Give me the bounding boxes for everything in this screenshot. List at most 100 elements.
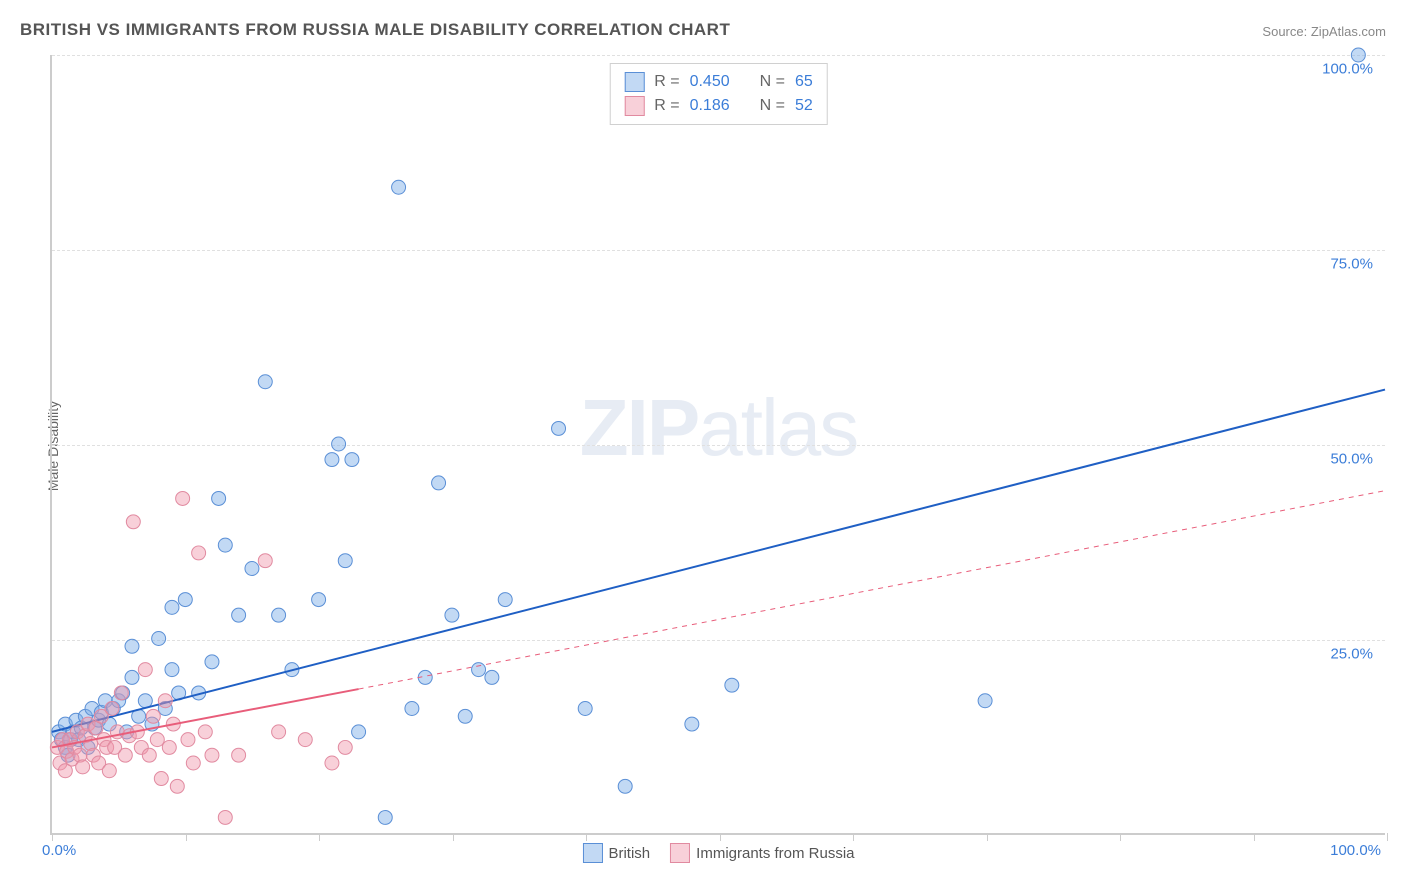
- data-point: [142, 748, 156, 762]
- data-point: [258, 554, 272, 568]
- x-tick: [1387, 833, 1388, 841]
- data-point: [618, 779, 632, 793]
- x-tick: [319, 833, 320, 841]
- data-point: [232, 608, 246, 622]
- stats-row-russia: R = 0.186 N = 52: [624, 94, 813, 118]
- data-point: [205, 748, 219, 762]
- bottom-legend: British Immigrants from Russia: [582, 843, 854, 863]
- legend-item-british: British: [582, 843, 650, 863]
- data-point: [186, 756, 200, 770]
- data-point: [165, 600, 179, 614]
- x-tick-label: 0.0%: [42, 842, 76, 859]
- data-point: [150, 733, 164, 747]
- stats-n-label: N =: [760, 70, 785, 94]
- data-point: [685, 717, 699, 731]
- x-tick: [586, 833, 587, 841]
- x-tick: [186, 833, 187, 841]
- data-point: [118, 748, 132, 762]
- data-point: [458, 709, 472, 723]
- stats-r-value-british: 0.450: [690, 70, 730, 94]
- data-point: [345, 453, 359, 467]
- data-point: [485, 670, 499, 684]
- data-point: [170, 779, 184, 793]
- stats-n-label: N =: [760, 94, 785, 118]
- data-point: [114, 686, 128, 700]
- data-point: [332, 437, 346, 451]
- data-point: [125, 670, 139, 684]
- swatch-british: [582, 843, 602, 863]
- data-point: [338, 554, 352, 568]
- data-point: [218, 810, 232, 824]
- data-point: [245, 561, 259, 575]
- data-point: [178, 593, 192, 607]
- data-point: [445, 608, 459, 622]
- swatch-russia: [670, 843, 690, 863]
- scatter-svg: [52, 55, 1385, 833]
- source-credit: Source: ZipAtlas.com: [1262, 24, 1386, 39]
- data-point: [146, 709, 160, 723]
- data-point: [298, 733, 312, 747]
- stats-n-value-british: 65: [795, 70, 813, 94]
- data-point: [181, 733, 195, 747]
- data-point: [472, 663, 486, 677]
- legend-label-british: British: [608, 845, 650, 862]
- data-point: [102, 764, 116, 778]
- source-label: Source:: [1262, 24, 1307, 39]
- data-point: [978, 694, 992, 708]
- x-tick: [987, 833, 988, 841]
- x-tick: [1254, 833, 1255, 841]
- data-point: [212, 491, 226, 505]
- data-point: [578, 702, 592, 716]
- data-point: [152, 632, 166, 646]
- data-point: [552, 421, 566, 435]
- data-point: [1351, 48, 1365, 62]
- swatch-russia: [624, 96, 644, 116]
- data-point: [498, 593, 512, 607]
- stats-r-label: R =: [654, 70, 679, 94]
- data-point: [392, 180, 406, 194]
- data-point: [352, 725, 366, 739]
- data-point: [272, 608, 286, 622]
- swatch-british: [624, 72, 644, 92]
- data-point: [432, 476, 446, 490]
- data-point: [176, 491, 190, 505]
- trend-line: [52, 390, 1385, 732]
- data-point: [76, 760, 90, 774]
- data-point: [205, 655, 219, 669]
- stats-legend: R = 0.450 N = 65 R = 0.186 N = 52: [609, 63, 828, 125]
- stats-n-value-russia: 52: [795, 94, 813, 118]
- x-tick: [853, 833, 854, 841]
- data-point: [125, 639, 139, 653]
- data-point: [378, 810, 392, 824]
- data-point: [218, 538, 232, 552]
- data-point: [338, 740, 352, 754]
- data-point: [258, 375, 272, 389]
- x-tick: [720, 833, 721, 841]
- x-tick-label: 100.0%: [1330, 842, 1381, 859]
- stats-r-value-russia: 0.186: [690, 94, 730, 118]
- data-point: [232, 748, 246, 762]
- chart-title: BRITISH VS IMMIGRANTS FROM RUSSIA MALE D…: [20, 20, 730, 40]
- data-point: [725, 678, 739, 692]
- data-point: [192, 546, 206, 560]
- data-point: [405, 702, 419, 716]
- data-point: [126, 515, 140, 529]
- x-tick: [453, 833, 454, 841]
- data-point: [325, 756, 339, 770]
- legend-label-russia: Immigrants from Russia: [696, 845, 854, 862]
- data-point: [272, 725, 286, 739]
- source-link[interactable]: ZipAtlas.com: [1311, 24, 1386, 39]
- x-tick: [52, 833, 53, 841]
- data-point: [105, 702, 119, 716]
- stats-r-label: R =: [654, 94, 679, 118]
- x-tick: [1120, 833, 1121, 841]
- data-point: [138, 663, 152, 677]
- data-point: [158, 694, 172, 708]
- data-point: [154, 772, 168, 786]
- plot-area: ZIPatlas 25.0%50.0%75.0%100.0% 0.0%100.0…: [50, 55, 1385, 835]
- data-point: [325, 453, 339, 467]
- legend-item-russia: Immigrants from Russia: [670, 843, 854, 863]
- data-point: [165, 663, 179, 677]
- stats-row-british: R = 0.450 N = 65: [624, 70, 813, 94]
- data-point: [162, 740, 176, 754]
